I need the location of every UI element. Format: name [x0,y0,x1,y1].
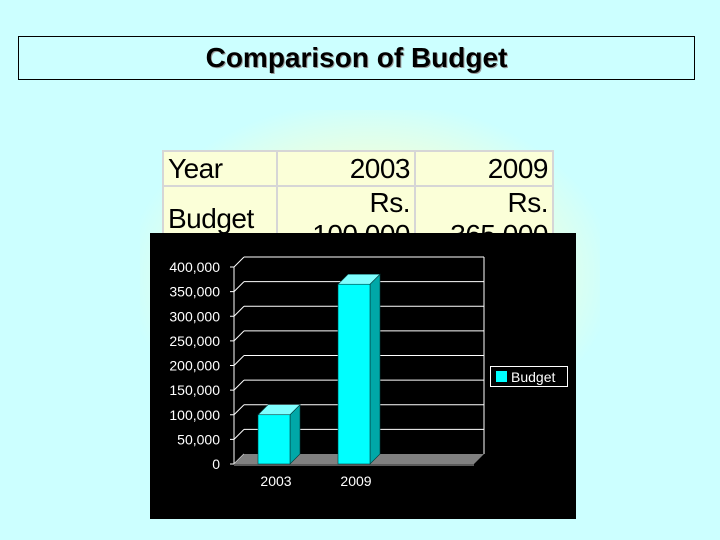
gridline-diagonal [233,305,245,317]
title-box: Comparison of Budget [18,36,695,80]
gridline-diagonal [233,256,245,268]
gridline-diagonal [233,404,245,416]
y-tick-label: 0 [212,456,220,472]
x-tick-label: 2009 [340,473,371,489]
gridline-diagonal [233,330,245,342]
table-cell: Year [162,150,278,187]
legend-swatch [496,371,507,382]
x-tick-label: 2003 [260,473,291,489]
y-tick-label: 300,000 [169,308,220,324]
gridline-diagonal [233,281,245,292]
y-tick-label: 50,000 [177,431,220,447]
gridline-diagonal [233,429,245,440]
table-cell: 2003 [276,150,416,187]
budget-bar-chart: 0 50,000 100,000 150,000 200,000 250,000 300,0… [169,256,485,489]
legend-label: Budget [511,368,556,385]
y-tick-label: 400,000 [169,259,220,275]
gridline-diagonal [233,379,245,391]
budget-table: Year 2003 2009 Budget Rs. 100,000 Rs. 36… [162,150,554,253]
table-row: Year 2003 2009 [162,150,554,187]
bar-side [369,273,381,465]
chart-floor-edge [234,464,474,466]
y-tick-label: 250,000 [169,333,220,349]
page-title: Comparison of Budget [205,42,508,73]
y-tick-label: 350,000 [169,284,220,300]
bar-2003 [257,414,291,465]
gridline-diagonal [233,355,245,366]
chart-legend: Budget [490,366,568,387]
table-cell: 2009 [414,150,554,187]
y-tick-label: 200,000 [169,358,220,374]
y-tick-label: 100,000 [169,407,220,423]
bar-2009 [337,283,371,465]
y-tick-label: 150,000 [169,382,220,398]
